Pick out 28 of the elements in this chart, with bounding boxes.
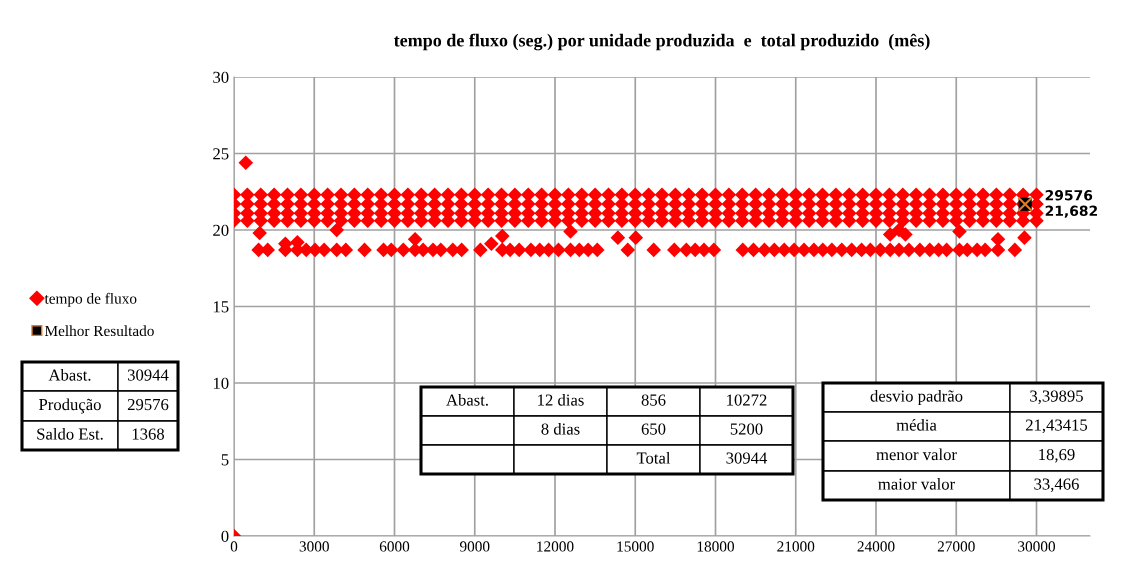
text: Abast. (48, 368, 91, 381)
x-tick-label: 9000 (459, 541, 490, 552)
y-tick-label: 30 (213, 71, 229, 83)
y-tick-label: 15 (213, 301, 229, 313)
legend-label: Melhor Resultado (44, 325, 154, 337)
x-tick-label: 27000 (937, 541, 975, 552)
y-tick-label: 0 (221, 530, 229, 542)
y-tick-label: 5 (221, 454, 229, 466)
text: 30944 (127, 369, 169, 381)
x-tick-label: 24000 (857, 541, 895, 552)
x-tick-label: 15000 (617, 541, 654, 552)
x-tick-label: 6000 (379, 541, 410, 552)
legend-label: tempo de fluxo (44, 292, 137, 307)
x-tick-label: 21000 (777, 541, 815, 552)
text: Produção (39, 398, 101, 414)
chart-title: tempo de fluxo (seg.) por unidade produzida e total produzido (mês) (393, 33, 930, 51)
x-tick-label: 0 (230, 541, 238, 552)
x-tick-label: 3000 (299, 541, 329, 552)
text: 1368 (132, 428, 165, 440)
x-tick-label: 12000 (537, 541, 574, 552)
text: Saldo Est. (37, 427, 103, 440)
data-label: 29576 21,682 (1045, 190, 1097, 218)
y-tick-label: 25 (213, 148, 229, 160)
text: 29576 (127, 398, 169, 411)
y-tick-label: 10 (213, 377, 229, 389)
x-tick-label: 18000 (697, 541, 735, 552)
y-tick-label: 20 (213, 224, 229, 236)
x-tick-label: 30000 (1018, 541, 1056, 552)
